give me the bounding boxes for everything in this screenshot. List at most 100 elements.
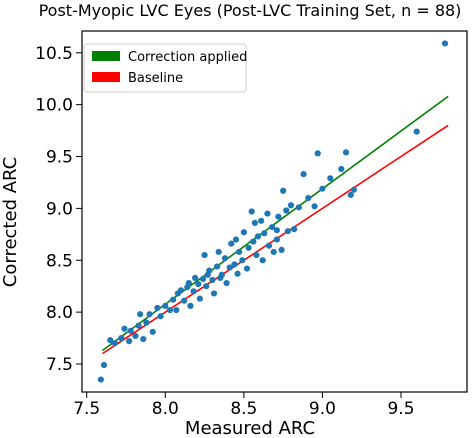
scatter-point	[157, 313, 164, 320]
scatter-point	[107, 337, 114, 344]
chart-title: Post-Myopic LVC Eyes (Post-LVC Training …	[39, 1, 462, 20]
x-axis-label: Measured ARC	[185, 418, 315, 438]
scatter-point	[223, 279, 230, 287]
scatter-point	[280, 187, 287, 194]
y-tick-label: 10.0	[35, 96, 73, 116]
scatter-point	[269, 223, 276, 231]
scatter-point	[441, 40, 449, 47]
scatter-point	[305, 194, 312, 202]
scatter-point	[173, 306, 180, 314]
scatter-point	[270, 248, 277, 256]
scatter-point	[210, 290, 218, 297]
scatter-point	[273, 227, 280, 234]
legend-label-baseline: Baseline	[128, 71, 183, 86]
scatter-point	[111, 340, 119, 347]
plot-frame	[81, 30, 468, 393]
scatter-point	[239, 257, 246, 264]
scatter-point	[226, 264, 233, 271]
scatter-point	[137, 311, 144, 318]
x-tick-label: 8.5	[230, 399, 257, 419]
scatter-point	[221, 255, 229, 262]
scatter-point	[214, 263, 221, 270]
x-tick-label: 9.0	[309, 399, 336, 419]
scatter-point	[203, 283, 210, 290]
plot-area	[97, 40, 449, 383]
scatter-point	[278, 246, 285, 253]
scatter-point	[97, 376, 104, 383]
scatter-point	[228, 240, 235, 247]
scatter-point	[204, 271, 211, 278]
scatter-point	[413, 128, 420, 135]
scatter-point	[295, 204, 302, 211]
scatter-point	[185, 279, 192, 287]
scatter-point	[199, 275, 207, 283]
scatter-point	[126, 338, 133, 345]
scatter-point	[162, 302, 169, 309]
scatter-point	[177, 287, 185, 294]
scatter-point	[232, 236, 240, 243]
y-axis-label: Corrected ARC	[0, 157, 21, 287]
scatter-point	[195, 281, 202, 288]
scatter-point	[234, 270, 241, 277]
scatter-point	[245, 244, 252, 251]
scatter-point	[236, 248, 243, 256]
scatter-point	[273, 236, 280, 243]
scatter-point	[259, 257, 266, 264]
scatter-point	[283, 207, 290, 214]
axes: 7.5 8.0 8.5 9.0 9.5 7.5 8.0 8.5 9.0 9.5 10.0 10.5	[35, 44, 414, 419]
scatter-point	[258, 217, 265, 224]
y-tick-label: 8.0	[46, 303, 73, 323]
scatter-point	[196, 295, 203, 302]
scatter-point	[251, 219, 258, 227]
scatter-point	[327, 175, 334, 182]
scatter-point	[254, 233, 262, 240]
scatter-point	[190, 288, 197, 295]
scatter-point	[166, 306, 174, 314]
scatter-point	[100, 361, 108, 369]
scatter-point	[265, 242, 273, 249]
scatter-point	[300, 171, 307, 178]
scatter-point	[240, 229, 247, 236]
scatter-point	[284, 228, 291, 235]
y-tick-label: 8.5	[46, 251, 73, 271]
scatter-point	[253, 251, 260, 259]
scatter-point	[319, 185, 326, 192]
scatter-point	[342, 149, 350, 156]
scatter-point	[215, 248, 222, 256]
scatter-point	[248, 208, 255, 215]
correction-line	[101, 95, 449, 352]
scatter-point	[287, 202, 295, 209]
scatter-point	[217, 274, 224, 281]
scatter-point	[231, 261, 238, 268]
scatter-point	[209, 276, 216, 284]
y-tick-label: 9.5	[46, 148, 73, 168]
scatter-point	[264, 210, 271, 217]
scatter-point	[311, 203, 318, 210]
scatter-point	[261, 230, 268, 237]
scatter-point	[314, 150, 321, 157]
y-tick-label: 7.5	[46, 355, 73, 375]
scatter-point	[338, 165, 345, 173]
y-tick-label: 10.5	[35, 44, 73, 64]
scatter-point	[140, 335, 147, 343]
legend-box	[83, 43, 247, 93]
scatter-point	[154, 304, 161, 312]
scatter-point	[118, 334, 125, 342]
legend-label-correction: Correction applied	[128, 50, 247, 65]
scatter-point	[250, 238, 257, 245]
scatter-point	[347, 191, 354, 199]
scatter-point	[275, 213, 282, 220]
scatter-point	[135, 322, 142, 329]
x-tick-label: 7.5	[73, 399, 100, 419]
scatter-point	[132, 332, 139, 340]
legend-swatch-baseline	[92, 72, 120, 82]
scatter-point	[201, 251, 208, 259]
scatter-point	[146, 311, 153, 318]
scatter-point	[127, 327, 134, 334]
legend-swatch-correction	[92, 51, 120, 61]
scatter-point	[192, 274, 199, 281]
scatter-point	[170, 296, 177, 303]
scatter-point	[181, 297, 188, 304]
scatter-point	[243, 265, 251, 272]
